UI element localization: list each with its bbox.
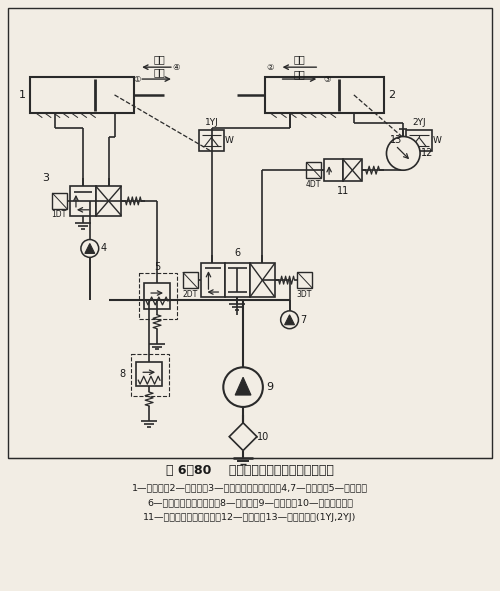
Text: W: W	[225, 136, 234, 145]
Text: 进给: 进给	[294, 54, 306, 64]
Text: W: W	[432, 136, 442, 145]
Circle shape	[81, 239, 98, 257]
Text: 10: 10	[256, 431, 269, 441]
Text: 3: 3	[42, 173, 49, 183]
Polygon shape	[284, 315, 294, 324]
Bar	[306, 163, 321, 178]
Bar	[324, 160, 343, 181]
Text: 9: 9	[266, 382, 274, 392]
Bar	[30, 77, 134, 113]
Bar	[298, 272, 312, 288]
Bar	[226, 264, 250, 297]
Text: 夹紧: 夹紧	[153, 67, 165, 77]
Text: 13: 13	[390, 135, 402, 145]
Text: ③: ③	[324, 74, 331, 83]
Text: 4DT: 4DT	[306, 180, 321, 189]
Text: 11—二位二通电磁换向阀；12—调速阀；13—压力继电器(1YJ,2YJ): 11—二位二通电磁换向阀；12—调速阀；13—压力继电器(1YJ,2YJ)	[144, 514, 356, 522]
Text: 1: 1	[19, 90, 26, 100]
Text: 4: 4	[100, 243, 106, 254]
Bar	[52, 193, 67, 209]
Text: 12: 12	[421, 148, 433, 158]
Bar	[250, 264, 274, 297]
Bar	[136, 362, 162, 386]
Polygon shape	[229, 423, 257, 450]
Circle shape	[224, 368, 263, 407]
Bar	[198, 129, 224, 151]
Bar	[132, 355, 169, 396]
Bar	[265, 77, 384, 113]
Text: 1YJ: 1YJ	[204, 118, 218, 127]
Polygon shape	[85, 243, 94, 254]
Bar	[96, 186, 122, 216]
Bar	[144, 283, 170, 309]
Text: 后退: 后退	[294, 69, 306, 79]
Text: 2YJ: 2YJ	[412, 118, 426, 127]
Bar	[8, 8, 492, 459]
Text: 1—夹紧缸；2—进给缸；3—二位四通电磁换向阀；4,7—单向阀；5—减压阀；: 1—夹紧缸；2—进给缸；3—二位四通电磁换向阀；4,7—单向阀；5—减压阀；	[132, 483, 368, 493]
Circle shape	[280, 311, 298, 329]
Text: 松开: 松开	[153, 54, 165, 64]
Polygon shape	[235, 377, 251, 395]
Circle shape	[386, 137, 420, 170]
Bar	[139, 273, 177, 319]
Bar	[183, 272, 198, 288]
Text: ②: ②	[266, 63, 274, 72]
Text: 1DT: 1DT	[52, 210, 67, 219]
Text: 3DT: 3DT	[296, 290, 312, 298]
Text: 5: 5	[154, 262, 160, 272]
Text: 2: 2	[388, 90, 395, 100]
Bar	[200, 264, 226, 297]
Text: 8: 8	[120, 369, 126, 379]
Text: 6—三位四通电磁换向阀；8—溢流阀；9—液压泵；10—吸油过滤器；: 6—三位四通电磁换向阀；8—溢流阀；9—液压泵；10—吸油过滤器；	[147, 499, 353, 508]
Text: 2DT: 2DT	[182, 290, 198, 298]
Bar	[406, 129, 432, 151]
Text: ①: ①	[134, 74, 141, 83]
Text: ④: ④	[172, 63, 180, 72]
Text: 6: 6	[234, 248, 240, 258]
Text: 7: 7	[300, 315, 306, 325]
Text: 图 6－80    压力继电器控制的顺序动作回路: 图 6－80 压力继电器控制的顺序动作回路	[166, 464, 334, 477]
Text: 11: 11	[337, 186, 349, 196]
Bar	[343, 160, 361, 181]
Bar	[70, 186, 96, 216]
